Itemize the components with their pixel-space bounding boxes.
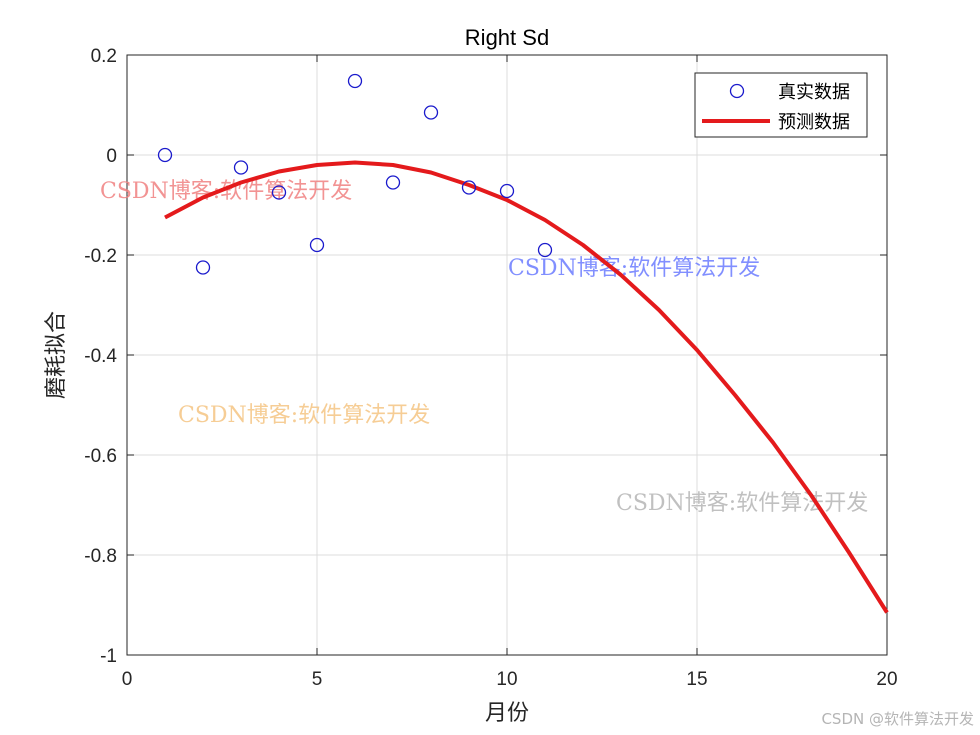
data-point-real <box>385 175 401 190</box>
watermark-4: CSDN博客:软件算法开发 <box>616 491 868 516</box>
grid <box>127 55 887 655</box>
x-tick-label: 15 <box>686 669 707 690</box>
x-tick-label: 20 <box>876 669 897 690</box>
watermark-3: CSDN博客:软件算法开发 <box>178 403 430 428</box>
x-tick-label: 10 <box>496 669 517 690</box>
x-tick-label: 5 <box>312 669 323 690</box>
watermark-2: CSDN博客:软件算法开发 <box>508 256 760 281</box>
y-tick-label: 0 <box>106 146 117 167</box>
legend-box <box>694 72 868 138</box>
data-point-real <box>537 242 553 258</box>
legend-marker-circle <box>729 83 745 99</box>
y-axis-label: 磨耗拟合 <box>44 311 69 399</box>
y-tick-label: -0.4 <box>84 346 117 367</box>
x-tick-label: 0 <box>122 669 133 690</box>
data-point-real <box>347 73 363 89</box>
y-tick-label: 0.2 <box>91 46 117 67</box>
data-point-real <box>499 183 515 199</box>
y-tick-label: -0.6 <box>84 446 117 467</box>
data-point-real <box>233 160 249 175</box>
footer-credit: CSDN @软件算法开发 <box>821 710 974 728</box>
legend-label-pred: 预测数据 <box>778 112 850 133</box>
data-point-real <box>461 180 477 195</box>
data-point-real <box>423 105 439 120</box>
watermark-1: CSDN博客:软件算法开发 <box>100 179 352 204</box>
data-point-real <box>271 185 287 200</box>
axes-ticks: 0 5 10 15 20 0.2 0 -0.2 -0.4 -0.6 -0.8 -1 <box>84 46 897 690</box>
y-tick-label: -0.2 <box>84 246 117 267</box>
data-point-real <box>195 260 211 275</box>
legend: 真实数据 预测数据 <box>694 72 868 138</box>
series-layer <box>157 73 889 614</box>
data-point-real <box>309 237 325 253</box>
chart-title: Right Sd <box>465 25 549 50</box>
data-point-real <box>157 147 173 163</box>
y-tick-label: -1 <box>100 646 117 667</box>
series-line-predicted <box>164 160 889 614</box>
y-tick-label: -0.8 <box>84 546 117 567</box>
x-axis-label: 月份 <box>485 701 529 726</box>
legend-label-real: 真实数据 <box>778 82 850 103</box>
